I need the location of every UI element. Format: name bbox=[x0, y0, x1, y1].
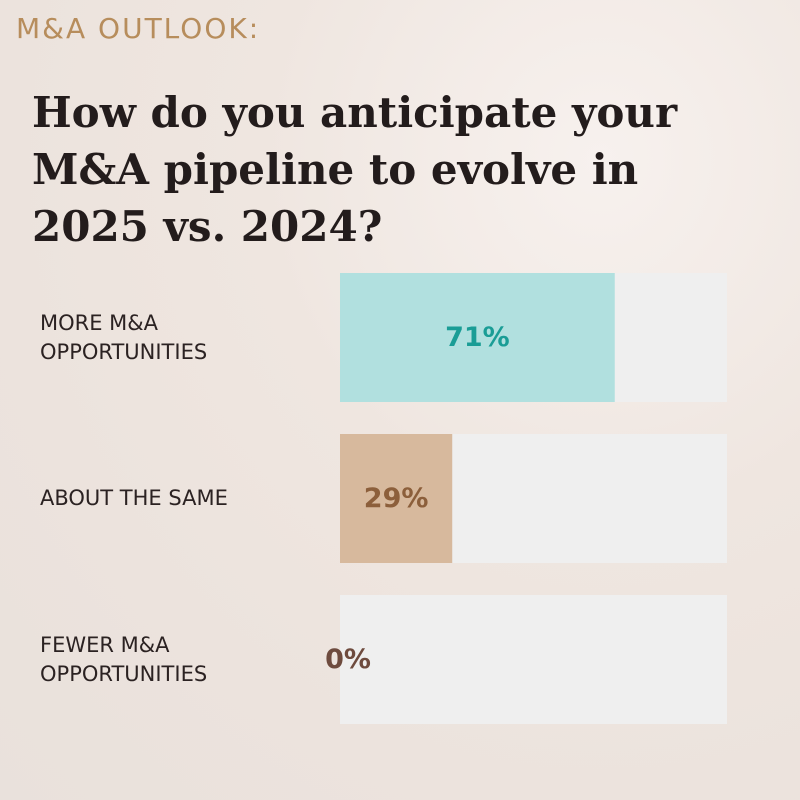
bar bbox=[340, 434, 453, 563]
value-label: 29% bbox=[364, 483, 429, 514]
supertitle: M&A OUTLOOK: bbox=[16, 12, 261, 45]
category-label: FEWER M&A OPPORTUNITIES bbox=[40, 632, 208, 686]
chart-title: How do you anticipate your M&A pipeline … bbox=[32, 88, 678, 251]
bar-track bbox=[340, 595, 727, 724]
category-label: MORE M&A OPPORTUNITIES bbox=[40, 310, 208, 364]
category-label: ABOUT THE SAME bbox=[40, 486, 228, 510]
value-label: 71% bbox=[445, 322, 510, 353]
value-label: 0% bbox=[325, 644, 371, 675]
bar bbox=[340, 273, 615, 402]
